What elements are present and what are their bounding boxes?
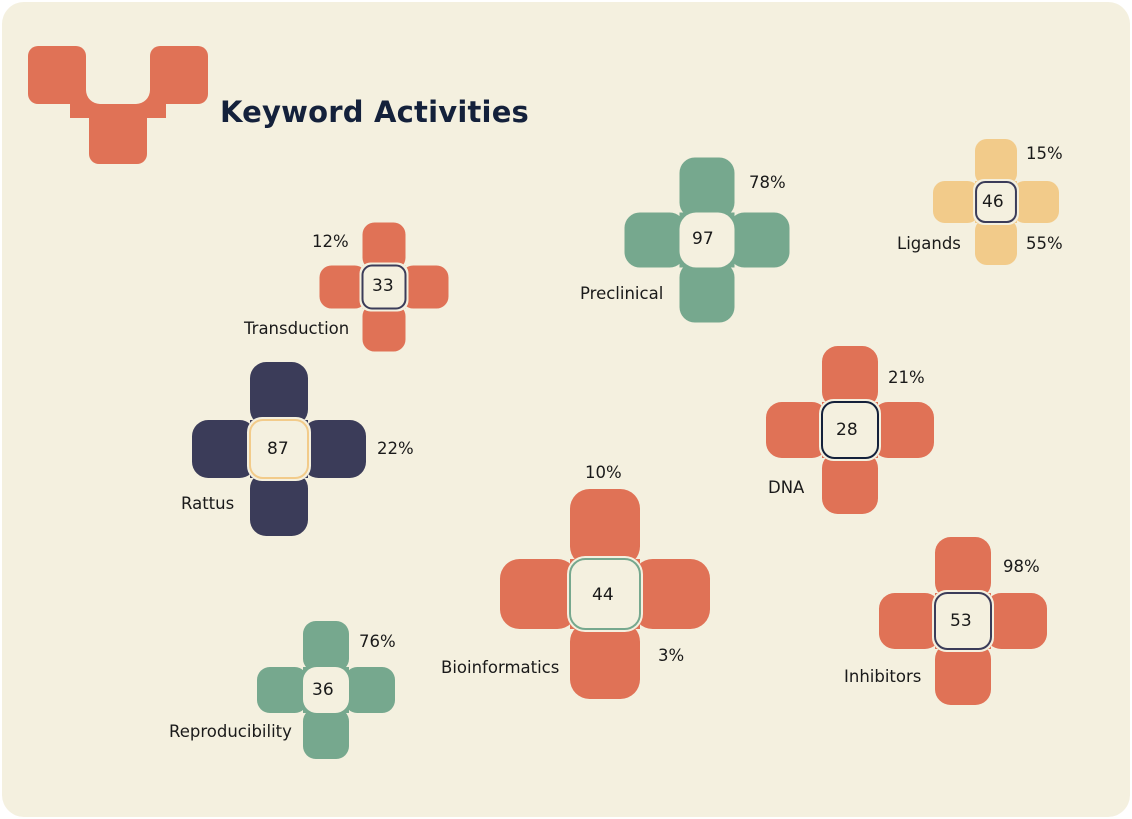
pct-label-inhibitors: 98%	[1003, 557, 1040, 576]
pct-label-rattus: 22%	[377, 439, 414, 458]
keyword-value-dna: 28	[836, 420, 858, 440]
keyword-label-ligands: Ligands	[897, 234, 961, 253]
cross-dna	[766, 346, 934, 514]
keyword-label-dna: DNA	[768, 478, 805, 497]
cross-reproducibility	[257, 621, 395, 759]
pct-label-bioinformatics-top: 10%	[585, 463, 622, 482]
cross-rattus	[192, 362, 366, 536]
keyword-value-rattus: 87	[267, 439, 289, 459]
chart-title: Keyword Activities	[220, 95, 530, 129]
cross-transduction	[319, 222, 449, 352]
keyword-label-bioinformatics: Bioinformatics	[441, 658, 560, 677]
logo-notch	[86, 46, 150, 104]
pct-label-dna: 21%	[888, 368, 925, 387]
cross-inhibitors	[879, 537, 1047, 705]
pct-label-reproducibility: 76%	[359, 632, 396, 651]
keyword-label-transduction: Transduction	[244, 319, 350, 338]
keyword-label-reproducibility: Reproducibility	[169, 722, 292, 741]
keyword-value-bioinformatics: 44	[592, 585, 614, 605]
keyword-value-inhibitors: 53	[950, 611, 972, 631]
keyword-label-preclinical: Preclinical	[580, 284, 664, 303]
keyword-label-inhibitors: Inhibitors	[844, 667, 922, 686]
pct-label-ligands-top: 15%	[1026, 144, 1063, 163]
pct-label-ligands-bottom: 55%	[1026, 234, 1063, 253]
keyword-value-preclinical: 97	[692, 229, 714, 249]
cross-ligands	[933, 139, 1059, 265]
keyword-value-transduction: 33	[372, 276, 394, 296]
keyword-value-reproducibility: 36	[312, 680, 334, 700]
pct-label-transduction: 12%	[312, 232, 349, 251]
keyword-label-rattus: Rattus	[181, 494, 235, 513]
pct-label-preclinical: 78%	[749, 173, 786, 192]
cross-bioinformatics	[500, 489, 710, 699]
keyword-value-ligands: 46	[982, 192, 1004, 212]
logo-block-bottom	[89, 106, 147, 164]
cross-preclinical	[624, 157, 790, 323]
pct-label-bioinformatics-bottom: 3%	[658, 646, 685, 665]
